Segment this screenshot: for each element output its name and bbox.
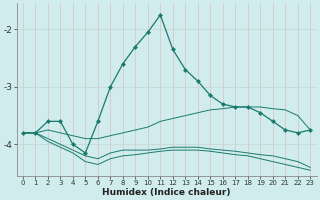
- X-axis label: Humidex (Indice chaleur): Humidex (Indice chaleur): [102, 188, 231, 197]
